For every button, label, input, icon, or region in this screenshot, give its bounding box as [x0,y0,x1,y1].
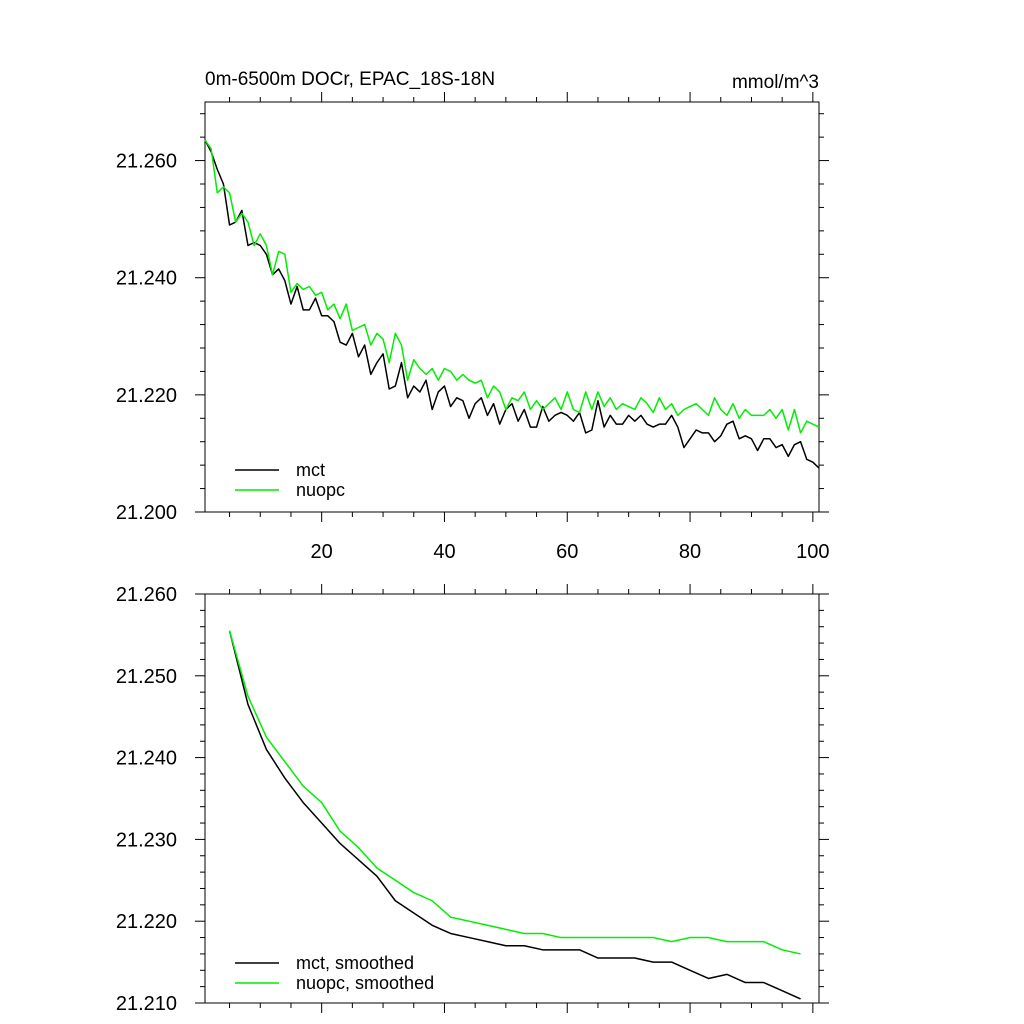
y-tick-label: 21.260 [116,151,177,173]
legend-label: mct [296,460,325,480]
y-tick-label: 21.200 [116,502,177,524]
series-line-nuopc-smoothed [228,630,801,955]
legend-label: nuopc [296,480,345,500]
x-tick-label: 80 [679,541,701,563]
chart-panel-2: 21.210 21.220 21.230 21.240 21.250 21.260 mct,… [116,584,829,1015]
y-tick-label: 21.250 [116,666,177,688]
legend-label: mct, smoothed [296,953,414,973]
y-tick-label: 21.210 [116,993,177,1015]
series-line-nuopc [204,139,820,434]
x-tick-label: 40 [433,541,455,563]
x-tick-label: 100 [796,541,829,563]
chart-units: mmol/m^3 [732,72,819,93]
chart-panel-1: 21.200 21.220 21.240 21.260 20 40 60 80 100 0m-65… [116,69,830,563]
y-tick-label: 21.260 [116,584,177,606]
series-line-mct-smoothed [228,630,801,1000]
series-line-mct [204,139,820,469]
legend-label: nuopc, smoothed [296,973,434,993]
y-tick-label: 21.240 [116,748,177,770]
x-tick-label: 60 [556,541,578,563]
y-tick-label: 21.220 [116,385,177,407]
y-tick-label: 21.240 [116,268,177,290]
y-tick-label: 21.230 [116,829,177,851]
plot-frame [204,593,820,1004]
plot-frame [204,101,820,513]
chart-title: 0m-6500m DOCr, EPAC_18S-18N [205,69,495,90]
y-tick-label: 21.220 [116,911,177,933]
x-tick-label: 20 [311,541,333,563]
